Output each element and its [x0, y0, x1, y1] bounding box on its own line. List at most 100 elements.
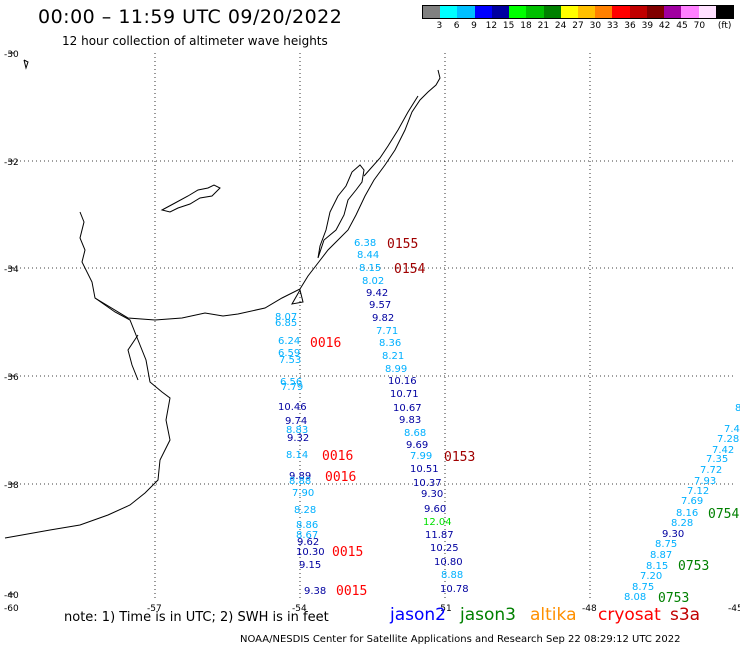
- wave-height-value: 9.60: [424, 504, 446, 515]
- pass-time-label: 0153: [444, 450, 475, 465]
- pass-time-label: 0753: [658, 591, 689, 606]
- wave-height-value: 9.89: [289, 471, 311, 482]
- wave-height-value: 9.42: [366, 288, 388, 299]
- wave-height-value: 7.42: [712, 445, 734, 456]
- longitude-label: -57: [147, 604, 162, 614]
- wave-height-value: 9.38: [304, 586, 326, 597]
- color-swatch: [423, 6, 441, 18]
- river-channel: [127, 334, 139, 381]
- wave-height-value: 6.85: [275, 318, 297, 329]
- satellite-legend-s3a: s3a: [670, 605, 701, 625]
- longitude-label: -60: [4, 604, 19, 614]
- pass-time-label: 0015: [336, 584, 367, 599]
- pass-time-label: 0154: [394, 262, 425, 277]
- wave-height-value: 7.28: [717, 434, 739, 445]
- inner-shoreline: [291, 95, 419, 305]
- latitude-label: -32: [4, 158, 19, 168]
- wave-height-value: 9.57: [369, 300, 391, 311]
- wave-height-value: 10.51: [410, 464, 439, 475]
- wave-height-value: 8.87: [650, 550, 672, 561]
- color-swatch: [474, 6, 492, 18]
- color-scale-label: 24: [554, 21, 567, 31]
- longitude-label: -45: [728, 604, 740, 614]
- wave-height-value: 10.16: [388, 376, 417, 387]
- color-scale-label: 42: [658, 21, 671, 31]
- map-frame-ticks: -30 -32 -34 -36 -38 -40 -60 -57 -54 -51 -48 -45: [4, 50, 740, 614]
- wave-height-value: 8.86: [296, 520, 318, 531]
- wave-height-value: 8.68: [404, 428, 426, 439]
- color-scale-label: 21: [537, 21, 550, 31]
- color-swatch: [715, 6, 733, 18]
- color-swatch: [681, 6, 699, 18]
- latitude-label: -36: [4, 373, 19, 383]
- wave-height-value: 8.88: [289, 476, 311, 487]
- color-scale-label: 12: [485, 21, 498, 31]
- longitude-label: -48: [582, 604, 597, 614]
- coastline-south-america: [79, 69, 441, 321]
- wave-height-value: 7.72: [700, 465, 722, 476]
- satellite-legend-cryosat: cryosat: [598, 605, 661, 625]
- pass-time-label: 0753: [678, 559, 709, 574]
- pass-labels: 0155 0154 0016 0016 0016 0153 0015 0015 0754 0753…: [310, 237, 739, 606]
- color-swatch: [560, 6, 578, 18]
- satellite-legend-altika: altika: [530, 605, 577, 625]
- latitude-label: -38: [4, 481, 19, 491]
- legend-note: note: 1) Time is in UTC; 2) SWH is in fe…: [64, 610, 329, 625]
- color-scale-label: 3: [436, 21, 443, 31]
- pass-time-label: 0016: [322, 449, 353, 464]
- pass-time-label: 0016: [325, 470, 356, 485]
- color-scale-bar: [422, 5, 734, 19]
- wave-height-value: 9.62: [297, 537, 319, 548]
- wave-height-value: 6.56: [280, 377, 302, 388]
- color-swatch: [698, 6, 716, 18]
- wave-height-value: 7.53: [279, 355, 301, 366]
- color-scale-label: 30: [589, 21, 602, 31]
- wave-height-value: 9.83: [399, 415, 421, 426]
- wave-height-value: 10.30: [296, 547, 325, 558]
- wave-height-value: 8.36: [379, 338, 401, 349]
- wave-height-value: 8.28: [671, 518, 693, 529]
- inland-lake: [160, 184, 221, 213]
- color-swatch: [509, 6, 527, 18]
- wave-height-value: 10.71: [390, 389, 419, 400]
- footer-credit: NOAA/NESDIS Center for Satellite Applica…: [240, 634, 681, 645]
- wave-height-values: 6.388.44 8.15 8.029.429.57 9.82 7.718.36 8.21…: [275, 238, 740, 603]
- wave-height-value: 8.75: [655, 539, 677, 550]
- wave-height-value: 10.80: [434, 557, 463, 568]
- satellite-legend-jason2: jason2: [390, 605, 446, 625]
- pass-time-label: 0754: [708, 507, 739, 522]
- wave-height-value: 10.37: [413, 478, 442, 489]
- wave-height-value: 9.82: [372, 313, 394, 324]
- pass-time-label: 0016: [310, 336, 341, 351]
- wave-height-value: 8.07: [275, 312, 297, 323]
- color-scale-label: 9: [471, 21, 477, 31]
- wave-height-value: 10.25: [430, 543, 459, 554]
- color-scale-label: 18: [520, 21, 532, 31]
- wave-height-value: 7.20: [640, 571, 662, 582]
- wave-height-value: 8.99: [385, 364, 407, 375]
- wave-height-value: 8.14: [286, 450, 308, 461]
- pass-time-label: 0155: [387, 237, 418, 252]
- latitude-label: -40: [4, 591, 19, 601]
- wave-height-value: 10.67: [393, 403, 422, 414]
- latitude-label: -34: [4, 265, 19, 275]
- wave-height-value: 7.12: [687, 486, 709, 497]
- wave-height-value: 7.69: [681, 496, 703, 507]
- color-swatch: [491, 6, 510, 18]
- satellite-legend-jason3: jason3: [460, 605, 516, 625]
- wave-height-value: 10.46: [278, 402, 307, 413]
- map-subtitle: 12 hour collection of altimeter wave hei…: [62, 34, 328, 48]
- wave-height-value: 8.08: [624, 592, 646, 603]
- small-lake: [23, 59, 29, 70]
- wave-height-value: 7.35: [706, 454, 728, 465]
- wave-height-value: 7.4: [724, 424, 740, 435]
- wave-height-value: 8.15: [359, 263, 381, 274]
- longitude-label: -54: [292, 604, 307, 614]
- lagoon-dos-patos: [317, 164, 365, 259]
- wave-height-value: 8.67: [296, 530, 318, 541]
- wave-height-value: 8.83: [286, 425, 308, 436]
- graticule: [8, 53, 736, 600]
- wave-height-value: 6.59: [278, 348, 300, 359]
- wave-height-value: 8.02: [362, 276, 384, 287]
